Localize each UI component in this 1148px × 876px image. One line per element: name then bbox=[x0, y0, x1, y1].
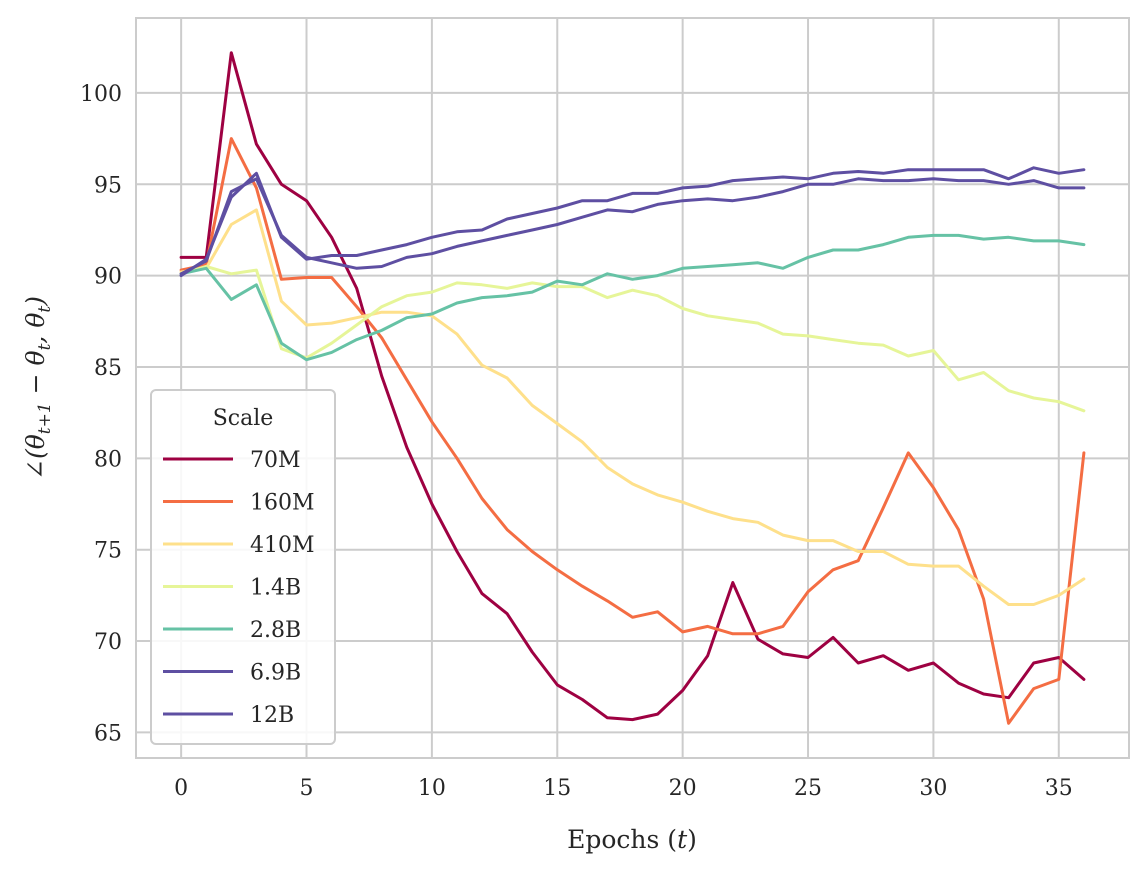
legend-box bbox=[150, 389, 336, 745]
x-tick-label: 5 bbox=[300, 776, 314, 801]
x-axis-label: Epochs (t) bbox=[567, 825, 697, 854]
x-tick-label: 25 bbox=[794, 776, 822, 801]
y-tick-label: 80 bbox=[94, 447, 122, 472]
plot-frame bbox=[135, 17, 1130, 759]
y-tick-labels: 65 70 75 80 85 90 95 100 bbox=[80, 82, 122, 747]
series-line-410m bbox=[179, 208, 1086, 606]
legend-entry-label: 1.4B bbox=[250, 576, 301, 601]
y-tick-label: 90 bbox=[94, 265, 122, 290]
y-tick-label: 65 bbox=[94, 721, 122, 746]
y-tick-label: 70 bbox=[94, 630, 122, 655]
x-tick-label: 0 bbox=[174, 776, 188, 801]
x-tick-label: 15 bbox=[543, 776, 571, 801]
legend-entry-label: 70M bbox=[250, 448, 301, 473]
y-tick-label: 95 bbox=[94, 173, 122, 198]
series-lines bbox=[179, 51, 1086, 725]
y-tick-label: 100 bbox=[80, 82, 122, 107]
x-tick-labels: 0 5 10 15 20 25 30 35 bbox=[174, 776, 1073, 801]
series-line-12b bbox=[179, 177, 1086, 276]
y-axis-label: ∠(θt+1 − θt, θt) bbox=[21, 296, 55, 480]
x-tick-label: 20 bbox=[669, 776, 697, 801]
x-tick-label: 10 bbox=[418, 776, 446, 801]
series-line-6-9b bbox=[179, 166, 1086, 278]
legend-entry-label: 410M bbox=[250, 533, 315, 558]
series-line-1-4b bbox=[179, 265, 1086, 413]
legend-entry-label: 2.8B bbox=[250, 618, 301, 643]
series-line-2-8b bbox=[179, 233, 1086, 362]
legend: Scale 70M 160M 410M 1.4B 2.8B 6.9B 12B bbox=[150, 389, 336, 745]
y-tick-label: 75 bbox=[94, 539, 122, 564]
series-line-160m bbox=[179, 137, 1086, 725]
y-tick-label: 85 bbox=[94, 356, 122, 381]
series-line-70m bbox=[179, 51, 1086, 722]
x-tick-label: 35 bbox=[1045, 776, 1073, 801]
legend-entry-label: 160M bbox=[250, 491, 315, 516]
legend-entry-label: 12B bbox=[250, 703, 294, 728]
legend-title: Scale bbox=[213, 406, 274, 431]
legend-entry-label: 6.9B bbox=[250, 661, 301, 686]
x-tick-label: 30 bbox=[919, 776, 947, 801]
